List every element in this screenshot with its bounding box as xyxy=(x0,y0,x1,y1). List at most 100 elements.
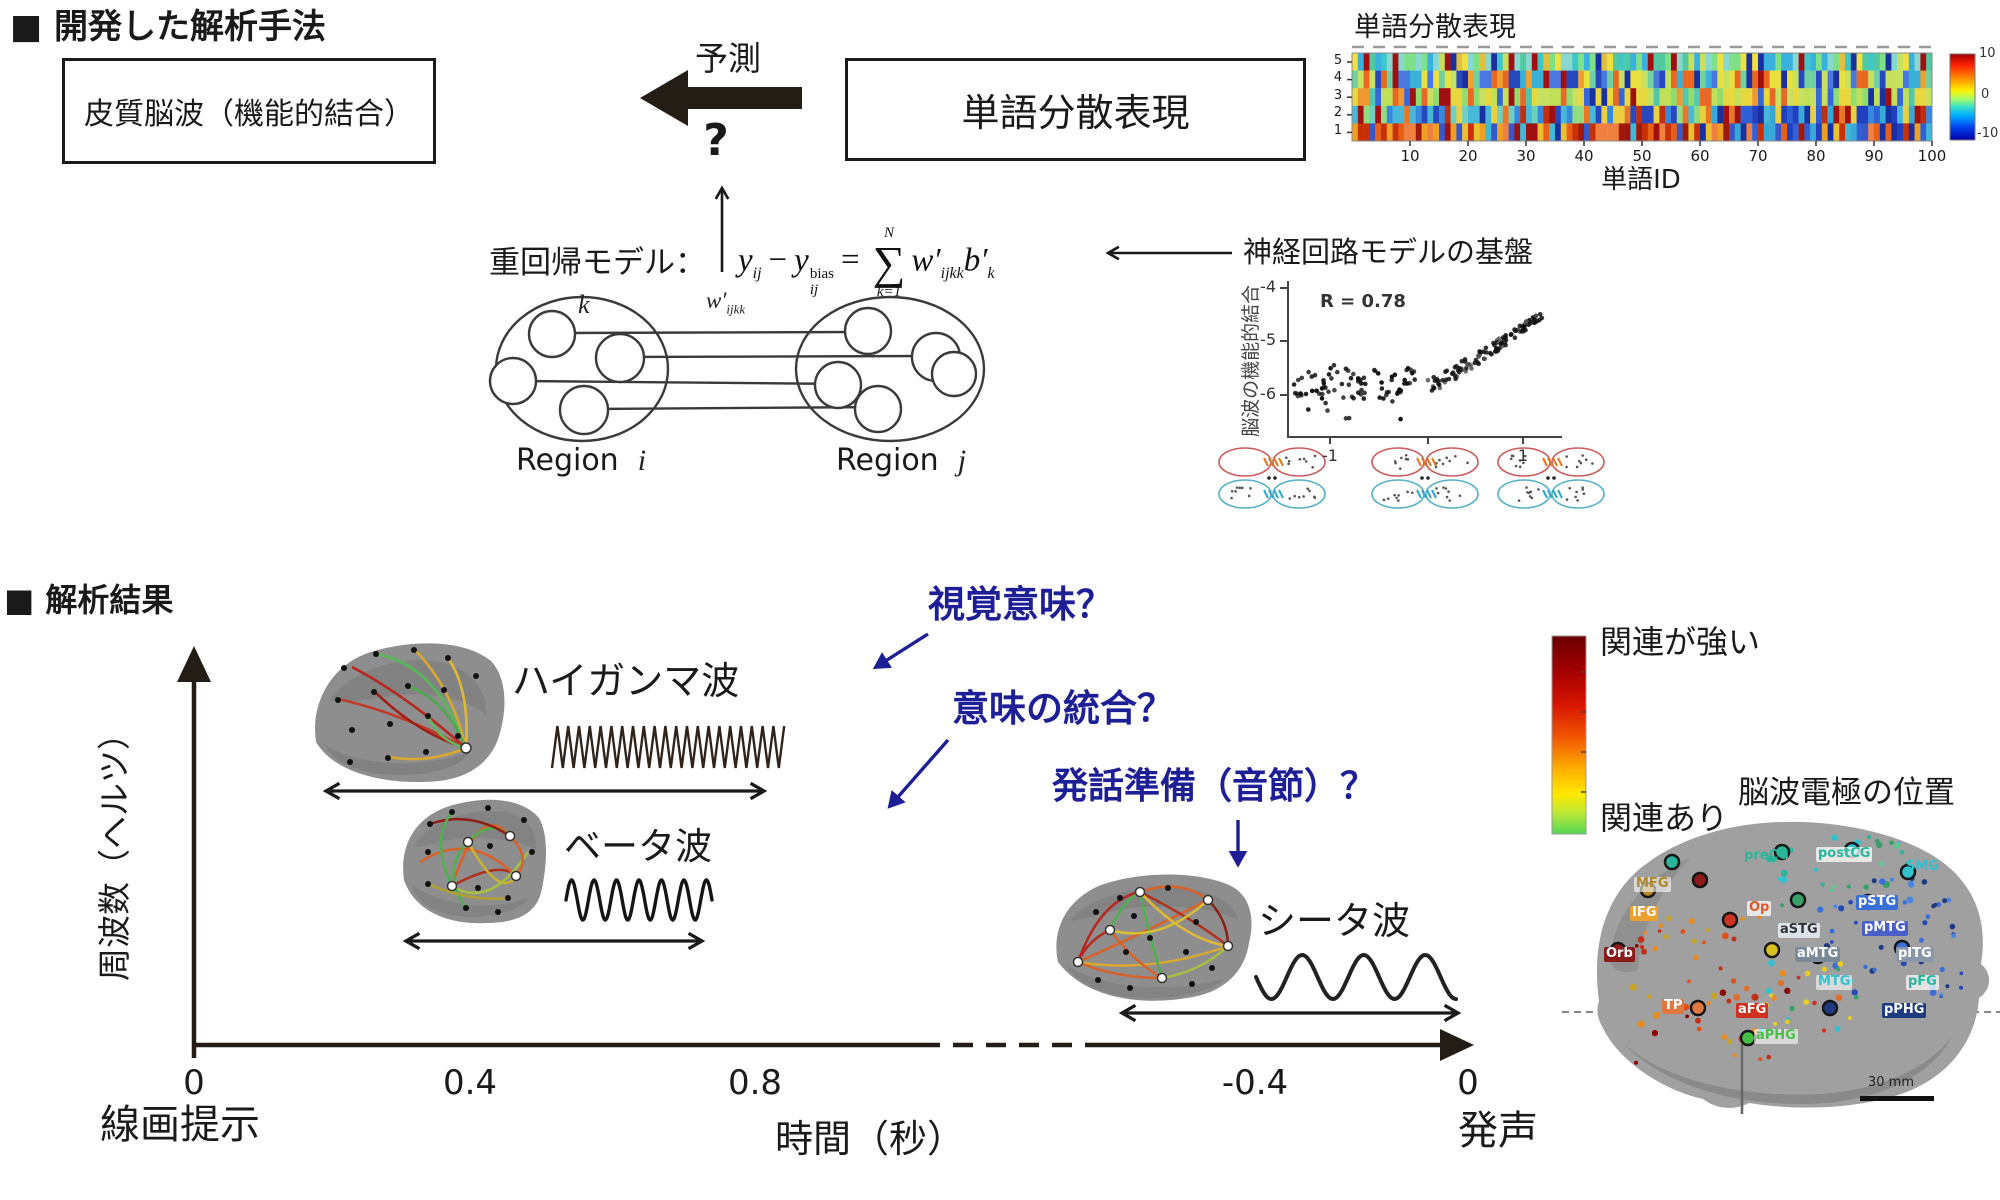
time-axis-label: 時間（秒） xyxy=(774,1117,965,1161)
electrode-label: aSTG xyxy=(1778,922,1820,938)
brain-map-gamma xyxy=(315,643,505,783)
duration-arrows xyxy=(322,781,1462,1023)
relation-colorbar xyxy=(1551,635,1587,835)
electrode-label: aPHG xyxy=(1754,1028,1798,1044)
electrode-label: preCG xyxy=(1744,848,1789,863)
electrode-label: pITG xyxy=(1896,946,1934,962)
predict-label: 予測 xyxy=(695,39,761,78)
embedding-title: 単語分散表現 xyxy=(1354,12,1516,43)
embedding-ytick: 2 xyxy=(1333,105,1343,120)
beta-wave-label: ベータ波 xyxy=(564,825,712,868)
model-label: 重回帰モデル： xyxy=(489,245,706,281)
annotation-speech: 発話準備（音節）？ xyxy=(1052,766,1377,807)
region-weight-label: w′ijkk xyxy=(706,288,746,317)
region-j-label: Region j xyxy=(836,443,967,478)
heat-cbar-mid: 0 xyxy=(1981,87,1990,102)
electrode-label: IFG xyxy=(1630,905,1659,921)
scatter-r-value: R = 0.78 xyxy=(1320,291,1406,312)
electrode-label: pFG xyxy=(1906,974,1939,990)
embedding-xtick: 60 xyxy=(1690,147,1710,165)
embedding-xtick: 100 xyxy=(1917,147,1947,165)
time-tick-0r: 0 xyxy=(1457,1063,1479,1103)
annotation-visual: 視覚意味？ xyxy=(928,583,1113,626)
predict-arrow xyxy=(640,70,802,126)
scatter-ytick: -6 xyxy=(1260,384,1276,403)
scatter-ytick: -5 xyxy=(1260,330,1276,349)
relation-colorbar-ticks xyxy=(1581,671,1586,793)
electrode-label: SMG xyxy=(1906,859,1939,874)
electrode-brain xyxy=(1562,821,2000,1114)
electrode-label: pSTG xyxy=(1856,894,1899,910)
scatter-xtick: 1 xyxy=(1517,446,1529,465)
embedding-xtick: 90 xyxy=(1864,147,1884,165)
basis-caption: 神経回路モデルの基盤 xyxy=(1243,235,1534,269)
embedding-xtick: 70 xyxy=(1748,147,1768,165)
region-diagram xyxy=(488,295,986,443)
heat-cbar-min: -10 xyxy=(1977,126,1999,141)
embedding-ytick: 3 xyxy=(1333,88,1343,103)
heatmap-colorbar xyxy=(1949,53,1976,141)
brain-map-theta xyxy=(1056,874,1252,1001)
theta-waveform xyxy=(1254,952,1458,1002)
time-tick-08: 0.8 xyxy=(727,1063,783,1103)
embedding-xtick: 20 xyxy=(1458,147,1478,165)
annotation-integration: 意味の統合？ xyxy=(952,687,1174,730)
region-k-label: k xyxy=(578,290,590,319)
scatter-ytick: -4 xyxy=(1260,277,1276,296)
time-tick-0: 0 xyxy=(183,1063,205,1103)
freq-axis-arrowhead xyxy=(177,646,211,682)
section1-title: ■ 開発した解析手法 xyxy=(10,7,326,47)
electrode-label: pPHG xyxy=(1882,1002,1927,1018)
electrode-label: pMTG xyxy=(1862,920,1908,936)
end-event-label: 発声 xyxy=(1458,1108,1538,1154)
mini-network-icons xyxy=(1218,447,1605,509)
annotation-arrows xyxy=(872,632,1248,868)
electrode-label: aMTG xyxy=(1795,946,1841,962)
origin-event-label: 線画提示 xyxy=(100,1102,260,1148)
time-axis-arrowhead xyxy=(1440,1029,1474,1061)
electrode-label: postCG xyxy=(1816,846,1873,862)
time-tick-m04: -0.4 xyxy=(1221,1063,1289,1103)
scatter-ylabel: 脳波の機能的結合 xyxy=(1240,284,1263,437)
electrode-label: MTG xyxy=(1816,974,1853,990)
regression-formula: yij − y bias ij = N ∑ k=1 w′ijkkb′k xyxy=(738,225,995,300)
theta-wave-label: シータ波 xyxy=(1258,899,1411,943)
word-embedding-box: 単語分散表現 xyxy=(845,58,1306,161)
heatmap-cells xyxy=(1352,53,1933,142)
legend-present-label: 関連あり xyxy=(1600,799,1729,837)
embedding-xtick: 80 xyxy=(1806,147,1826,165)
electrode-label: TP xyxy=(1662,998,1685,1014)
beta-waveform xyxy=(564,877,714,923)
word-embedding-box-label: 単語分散表現 xyxy=(961,91,1190,135)
scatter-axes xyxy=(1280,281,1562,444)
scatter-points xyxy=(1291,312,1545,422)
embedding-xlabel: 単語ID xyxy=(1601,165,1681,195)
embedding-xtick: 30 xyxy=(1516,147,1536,165)
question-mark: ? xyxy=(703,115,729,166)
gamma-wave-label: ハイガンマ波 xyxy=(512,659,740,703)
embedding-xtick: 40 xyxy=(1574,147,1594,165)
legend-strong-label: 関連が強い xyxy=(1600,623,1761,661)
cortical-eeg-box: 皮質脳波（機能的結合） xyxy=(62,58,436,164)
gamma-waveform xyxy=(550,725,786,769)
embedding-ytick: 5 xyxy=(1333,53,1343,68)
freq-axis-label: 周波数（ヘルツ） xyxy=(95,716,135,981)
electrode-map-title: 脳波電極の位置 xyxy=(1738,775,1955,811)
scale-bar-label: 30 mm xyxy=(1868,1075,1915,1090)
electrode-label: Op xyxy=(1747,900,1772,916)
electrode-label: Orb xyxy=(1604,946,1635,962)
embedding-ytick: 4 xyxy=(1333,70,1343,85)
embedding-ytick: 1 xyxy=(1333,123,1343,138)
section2-title: ■ 解析結果 xyxy=(4,581,174,619)
scatter-xtick: -1 xyxy=(1322,446,1338,465)
time-tick-04: 0.4 xyxy=(442,1063,498,1103)
cortical-eeg-box-label: 皮質脳波（機能的結合） xyxy=(84,97,414,132)
region-i-label: Region i xyxy=(516,443,647,478)
electrode-label: aFG xyxy=(1736,1002,1769,1018)
embedding-xtick: 50 xyxy=(1632,147,1652,165)
heat-cbar-max: 10 xyxy=(1979,46,1996,61)
embedding-xtick: 10 xyxy=(1400,147,1420,165)
heatmap-ticks xyxy=(1347,61,1933,146)
electrode-label: MFG xyxy=(1634,876,1671,892)
